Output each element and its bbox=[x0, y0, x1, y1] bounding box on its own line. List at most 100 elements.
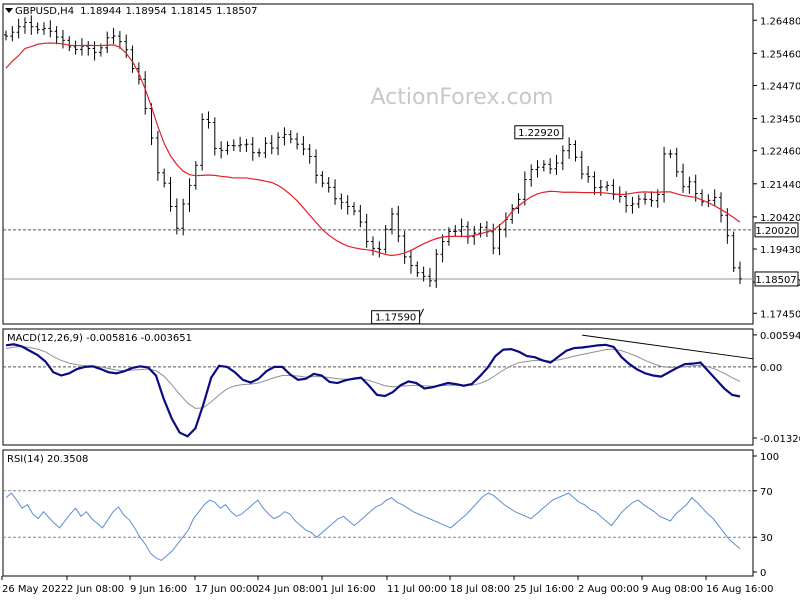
x-axis-label: 11 Jul 00:00 bbox=[387, 584, 447, 595]
price-bar bbox=[465, 221, 470, 244]
price-bar bbox=[377, 241, 382, 258]
price-axis-label: 1.21440 bbox=[760, 180, 800, 191]
price-bar bbox=[67, 36, 72, 52]
price-panel-frame bbox=[2, 3, 754, 325]
price-bar bbox=[219, 141, 224, 159]
price-bar bbox=[288, 130, 293, 144]
price-bar bbox=[383, 225, 388, 254]
price-bar bbox=[41, 22, 46, 35]
annotation-label: 1.22920 bbox=[518, 128, 559, 139]
rsi-axis-label: 30 bbox=[760, 533, 773, 544]
open-value: 1.18944 bbox=[80, 6, 121, 17]
price-axis-label: 1.20420 bbox=[760, 213, 800, 224]
macd-panel-frame bbox=[2, 328, 754, 446]
price-bar bbox=[35, 22, 40, 34]
price-bar bbox=[212, 117, 217, 156]
price-bar bbox=[573, 140, 578, 162]
price-bar bbox=[314, 149, 319, 184]
annotation-box bbox=[514, 125, 564, 140]
price-bar bbox=[301, 136, 306, 156]
price-bar bbox=[4, 30, 8, 41]
close-value: 1.18507 bbox=[216, 6, 257, 17]
price-bar bbox=[60, 29, 65, 49]
price-bar bbox=[535, 160, 540, 178]
price-bar bbox=[339, 193, 344, 210]
price-bar bbox=[719, 192, 724, 223]
price-tag-label: 1.18507 bbox=[755, 275, 796, 286]
rsi-axis-label: 100 bbox=[760, 452, 779, 463]
price-bar bbox=[105, 31, 110, 54]
x-axis-label: 2 Aug 00:00 bbox=[578, 584, 639, 595]
rsi-axis-label: 0 bbox=[760, 568, 766, 579]
high-value: 1.18954 bbox=[125, 6, 166, 17]
price-bar bbox=[181, 198, 186, 236]
price-header: GBPUSD,H4 1.18944 1.18954 1.18145 1.18507 bbox=[15, 6, 258, 17]
x-axis-label: 17 Jun 00:00 bbox=[195, 584, 259, 595]
price-bar bbox=[358, 204, 363, 228]
price-bar bbox=[662, 146, 667, 203]
macd-axis-label: 0.00 bbox=[760, 363, 782, 374]
price-plot: 1.22920 1.17590 bbox=[3, 15, 753, 325]
price-bar bbox=[712, 189, 717, 207]
price-axis-label: 1.23450 bbox=[760, 115, 800, 126]
macd-axis-label: -0.013207 bbox=[760, 434, 800, 445]
price-bar bbox=[244, 139, 249, 152]
price-tag-box bbox=[754, 222, 799, 238]
x-axis-label: 9 Aug 08:00 bbox=[642, 584, 703, 595]
dropdown-triangle-icon[interactable] bbox=[5, 8, 13, 13]
price-bar bbox=[687, 176, 692, 194]
x-axis-label: 2 Jun 08:00 bbox=[67, 584, 124, 595]
price-bar bbox=[206, 111, 211, 129]
price-axis-label: 1.26480 bbox=[760, 16, 800, 27]
price-bar bbox=[484, 221, 489, 238]
price-bar bbox=[668, 149, 673, 159]
price-bar bbox=[674, 147, 679, 177]
price-bar bbox=[415, 261, 420, 277]
x-axis-label: 26 May 2022 bbox=[2, 584, 67, 595]
price-bar bbox=[491, 223, 496, 255]
rsi-header: RSI(14) 20.3508 bbox=[7, 454, 88, 465]
price-bar bbox=[130, 45, 135, 73]
price-bar bbox=[681, 163, 686, 193]
x-axis-label: 1 Jul 16:00 bbox=[322, 584, 376, 595]
moving-average-line bbox=[5, 42, 741, 257]
price-bar bbox=[86, 41, 91, 56]
macd-axis-label: 0.005941 bbox=[760, 331, 800, 342]
price-bar bbox=[497, 224, 502, 256]
price-bar bbox=[440, 234, 445, 263]
price-bar bbox=[522, 171, 527, 206]
price-bar bbox=[73, 40, 78, 55]
price-bar bbox=[352, 202, 357, 216]
price-bar bbox=[421, 266, 426, 282]
price-bar bbox=[238, 136, 243, 152]
price-bar bbox=[326, 176, 331, 193]
price-bar bbox=[408, 249, 413, 274]
price-bar bbox=[187, 178, 192, 213]
price-bar bbox=[459, 218, 464, 238]
rsi-panel-frame bbox=[2, 449, 754, 577]
watermark-text: ActionForex.com bbox=[371, 85, 554, 110]
price-axis-label: 1.24470 bbox=[760, 81, 800, 92]
price-axis-label: 1.17450 bbox=[760, 309, 800, 320]
annotation-label: 1.17590 bbox=[375, 313, 416, 324]
price-bar bbox=[307, 143, 312, 164]
price-bar bbox=[592, 171, 597, 195]
x-axis-label: 18 Jul 08:00 bbox=[450, 584, 510, 595]
price-bar bbox=[453, 225, 458, 237]
annotation-leader bbox=[419, 308, 425, 317]
price-bar bbox=[162, 168, 167, 188]
price-annotation: 1.22920 bbox=[514, 125, 564, 140]
macd-header: MACD(12,26,9) -0.005816 -0.003651 bbox=[7, 333, 192, 344]
price-bar bbox=[636, 194, 641, 209]
price-bar bbox=[529, 164, 534, 187]
price-bar bbox=[282, 127, 287, 146]
price-bar bbox=[478, 223, 483, 238]
price-bar bbox=[738, 261, 742, 285]
x-axis-label: 25 Jul 16:00 bbox=[514, 584, 574, 595]
price-bar bbox=[649, 191, 654, 207]
price-tag-label: 1.20020 bbox=[755, 226, 796, 237]
price-bar bbox=[333, 179, 338, 205]
price-bar bbox=[434, 249, 439, 288]
price-bar bbox=[149, 103, 154, 146]
